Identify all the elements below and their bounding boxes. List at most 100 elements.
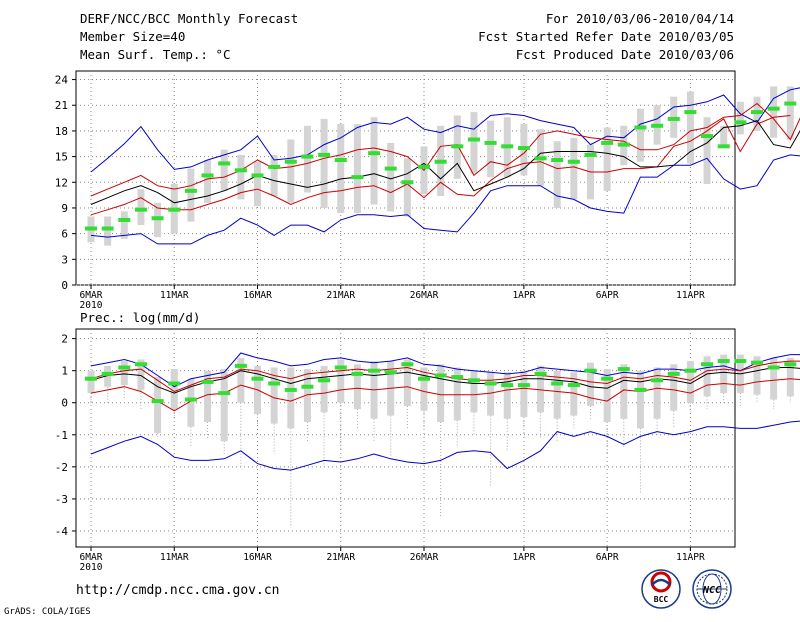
prec-spread-box [720,354,728,394]
temp-median-marker [601,140,614,145]
prec-max-line [90,352,800,388]
temp-median-marker [134,207,147,212]
prec-median-marker [751,360,763,365]
temp-spread-box [487,120,495,178]
prec-x-tick-label: 21MAR [326,552,355,563]
prec-spread-box [636,370,644,429]
ncc-logo: NCC [692,569,732,609]
temp-lower-line [90,115,791,216]
prec-x-tick-label: 16MAR [243,552,272,563]
temp-median-marker [351,175,364,180]
prec-spread-box [587,362,594,406]
temp-median-marker [284,159,297,164]
prec-median-marker [467,378,480,383]
temp-spread-box [220,149,228,191]
temp-mean-line [90,120,800,205]
bcc-logo: BCC [641,569,681,609]
temp-median-marker [517,146,530,151]
temp-spread-box [603,127,611,191]
prec-spread-box [187,378,195,427]
prec-spread-box [453,367,461,421]
temp-spread-box [137,189,145,226]
prec-median-marker [368,368,381,373]
temp-y-tick-label: 6 [61,228,68,241]
prec-spread-box [753,356,761,395]
prec-spread-box [220,369,228,442]
temp-y-tick-label: 3 [61,253,68,266]
member-size-label: Member Size=40 [80,29,185,44]
prec-median-marker [201,379,214,384]
temp-spread-box [120,211,128,239]
temp-y-tick-label: 18 [55,125,68,138]
prec-spread-box [287,367,295,429]
source-url: http://cmdp.ncc.cma.gov.cn [76,583,280,598]
temp-spread-box [187,168,195,222]
prec-lower-line [90,378,800,412]
prec-x-tick-label: 11APR [676,552,705,563]
prec-spread-box [770,357,778,400]
temp-max-line [90,87,800,173]
prec-spread-box [320,365,328,413]
temp-x-tick-label: 6MAR [80,290,103,301]
temp-median-marker [268,164,281,169]
prec-spread-box [204,370,212,422]
temp-plot-frame [75,70,736,286]
temp-spread-box [570,137,578,200]
prec-spread-box [570,372,578,416]
temp-spread-box [736,101,744,135]
temp-upper-line [90,102,800,197]
prec-spread-box [520,370,528,418]
prec-spread-box [503,372,511,419]
prec-spread-box [437,364,445,422]
temp-median-marker [218,161,231,166]
prec-spread-box [403,359,411,406]
temp-y-tick-label: 15 [55,151,68,164]
temp-spread-box [237,154,245,200]
prec-spread-box [670,364,678,411]
temp-x-tick-label: 6APR [596,290,619,301]
temp-spread-box [403,158,411,217]
prec-x-tick-label: 26MAR [410,552,439,563]
temp-median-marker [334,158,347,163]
prec-median-marker [301,384,314,389]
chart-title: DERF/NCC/BCC Monthly Forecast [80,11,298,26]
temp-min-line [90,154,800,245]
temp-y-tick-label: 9 [61,202,68,215]
temp-y-tick-label: 24 [55,74,69,87]
prec-median-marker [85,376,97,381]
temp-median-marker [701,134,714,139]
temp-spread-box [770,86,778,138]
prec-spread-box [620,364,628,419]
temp-median-marker [368,151,381,156]
prec-median-marker [101,371,114,376]
prec-spread-box [603,369,611,422]
temp-spread-box [104,216,112,246]
prec-median-marker [418,376,430,381]
prec-median-marker [284,387,297,392]
prec-x-tick-label: 11MAR [160,552,189,563]
prec-mean-line [90,367,800,394]
temp-spread-box [470,112,478,174]
prec-median-marker [667,371,680,376]
prec-plot-frame [75,328,736,548]
temp-median-marker [201,173,214,178]
prec-median-marker [501,383,514,388]
temp-x-tick-label: 11MAR [160,290,189,301]
prec-x-tick-year-label: 2010 [80,562,103,573]
temp-spread-box [720,125,728,145]
temp-spread-box [204,160,212,203]
prec-median-marker [784,362,797,367]
prec-median-marker [517,383,530,388]
temp-median-marker [784,101,797,106]
panel2-variable-label: Prec.: log(mm/d) [80,310,200,325]
temp-median-marker [667,116,680,121]
prec-median-marker [651,378,664,383]
prec-y-tick-label: -3 [55,493,68,506]
temp-x-tick-year-label: 2010 [80,300,103,311]
temp-median-marker [234,168,247,173]
prec-upper-line [90,360,800,393]
prec-median-marker [601,376,614,381]
prec-median-marker [584,368,597,373]
temp-median-marker [118,217,131,222]
